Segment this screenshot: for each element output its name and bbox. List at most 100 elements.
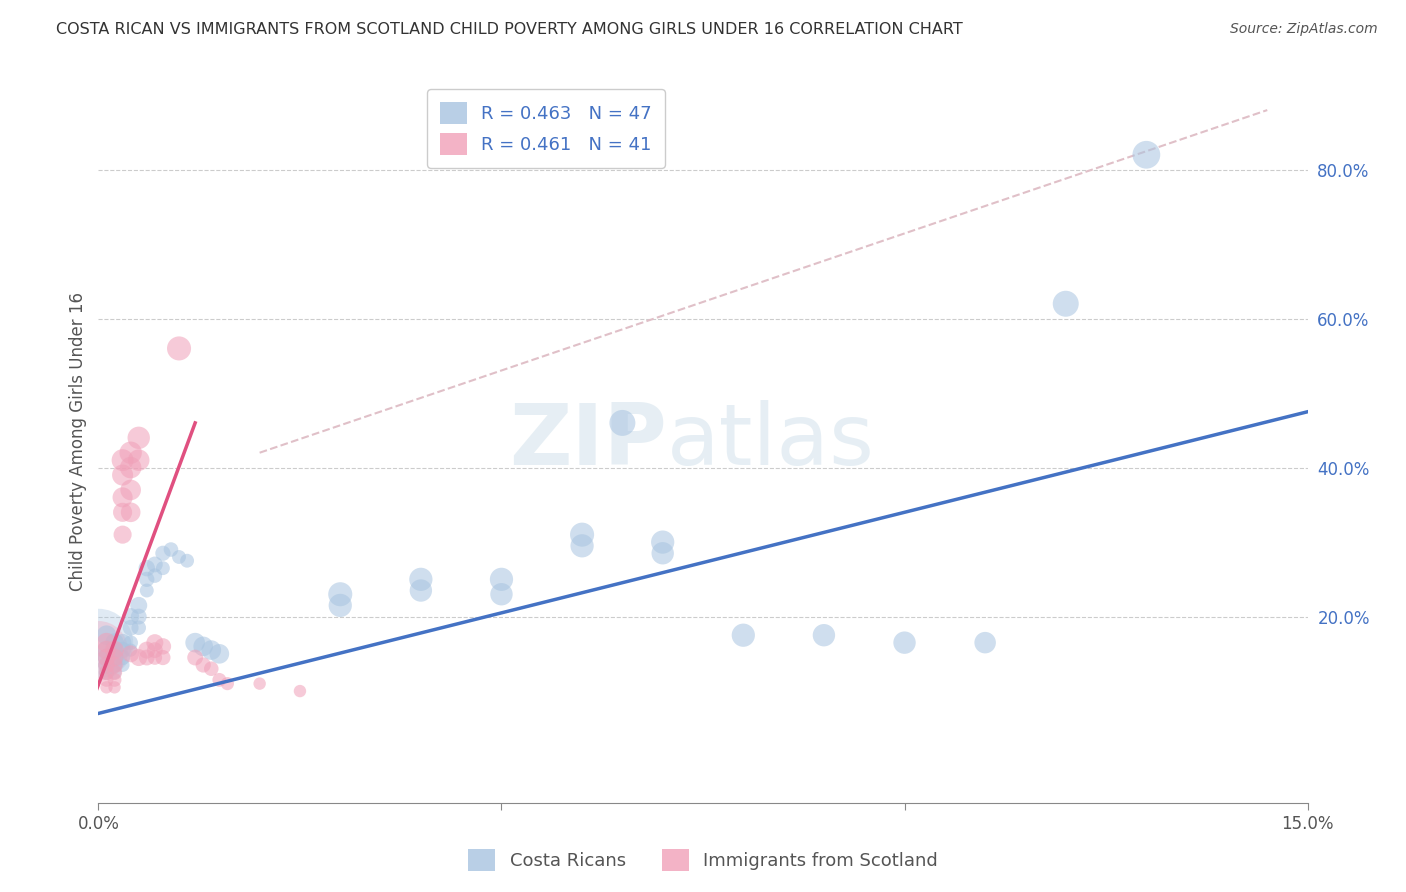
Point (120, 647, 142, 661)
Point (96, 665, 118, 680)
Point (651, 535, 673, 549)
Point (491, 572, 513, 586)
Point (974, 635, 997, 649)
Point (120, 643, 142, 657)
Point (96, 658, 118, 673)
Point (571, 527, 593, 541)
Point (152, 561, 174, 575)
Point (329, 599, 352, 613)
Point (1054, 297, 1077, 311)
Point (103, 650, 125, 665)
Legend: Costa Ricans, Immigrants from Scotland: Costa Ricans, Immigrants from Scotland (461, 842, 945, 879)
Point (103, 673, 125, 687)
Point (208, 647, 231, 661)
Point (152, 546, 174, 560)
Point (152, 640, 174, 654)
Point (167, 549, 190, 564)
Point (409, 572, 432, 586)
Point (249, 676, 271, 690)
Text: atlas: atlas (666, 400, 875, 483)
Point (491, 587, 513, 601)
Legend: R = 0.463   N = 47, R = 0.461   N = 41: R = 0.463 N = 47, R = 0.461 N = 41 (427, 89, 665, 168)
Point (128, 453, 150, 467)
Point (288, 684, 311, 698)
Point (120, 609, 142, 624)
Point (103, 681, 125, 695)
Point (160, 542, 183, 557)
Point (111, 635, 134, 649)
Text: ZIP: ZIP (509, 400, 666, 483)
Point (143, 643, 166, 657)
Point (120, 460, 142, 475)
Point (200, 643, 222, 657)
Point (120, 446, 142, 460)
Point (152, 650, 174, 665)
Point (409, 583, 432, 598)
Point (813, 628, 835, 642)
Point (96, 635, 118, 649)
Point (128, 650, 150, 665)
Point (193, 640, 215, 654)
Point (128, 609, 150, 624)
Point (135, 561, 157, 575)
Point (87, 643, 110, 657)
Point (184, 635, 207, 649)
Point (103, 635, 125, 649)
Point (103, 658, 125, 673)
Point (103, 643, 125, 657)
Point (135, 650, 157, 665)
Point (893, 635, 915, 649)
Point (167, 342, 190, 356)
Point (103, 665, 125, 680)
Text: Source: ZipAtlas.com: Source: ZipAtlas.com (1230, 22, 1378, 37)
Point (96, 673, 118, 687)
Point (200, 662, 222, 676)
Point (120, 505, 142, 519)
Point (96, 643, 118, 657)
Point (135, 583, 157, 598)
Point (103, 643, 125, 657)
Point (111, 527, 134, 541)
Point (111, 453, 134, 467)
Point (120, 483, 142, 497)
Point (96, 681, 118, 695)
Text: COSTA RICAN VS IMMIGRANTS FROM SCOTLAND CHILD POVERTY AMONG GIRLS UNDER 16 CORRE: COSTA RICAN VS IMMIGRANTS FROM SCOTLAND … (56, 22, 963, 37)
Point (96, 628, 118, 642)
Point (128, 431, 150, 445)
Point (96, 650, 118, 665)
Point (96, 665, 118, 680)
Point (111, 468, 134, 483)
Point (651, 546, 673, 560)
Point (176, 554, 198, 568)
Point (143, 635, 166, 649)
Point (111, 505, 134, 519)
Point (184, 650, 207, 665)
Point (96, 658, 118, 673)
Point (612, 416, 634, 430)
Point (143, 650, 166, 665)
Point (1135, 148, 1157, 162)
Point (120, 621, 142, 635)
Point (111, 650, 134, 665)
Point (96, 643, 118, 657)
Point (143, 568, 166, 582)
Point (87, 635, 110, 649)
Point (111, 658, 134, 673)
Point (571, 539, 593, 553)
Point (329, 587, 352, 601)
Point (103, 650, 125, 665)
Point (128, 621, 150, 635)
Point (96, 650, 118, 665)
Point (103, 658, 125, 673)
Point (193, 658, 215, 673)
Point (143, 558, 166, 572)
Point (733, 628, 755, 642)
Point (111, 643, 134, 657)
Point (120, 635, 142, 649)
Point (135, 643, 157, 657)
Point (128, 599, 150, 613)
Point (111, 491, 134, 505)
Y-axis label: Child Poverty Among Girls Under 16: Child Poverty Among Girls Under 16 (69, 292, 87, 591)
Point (208, 673, 231, 687)
Point (217, 676, 239, 690)
